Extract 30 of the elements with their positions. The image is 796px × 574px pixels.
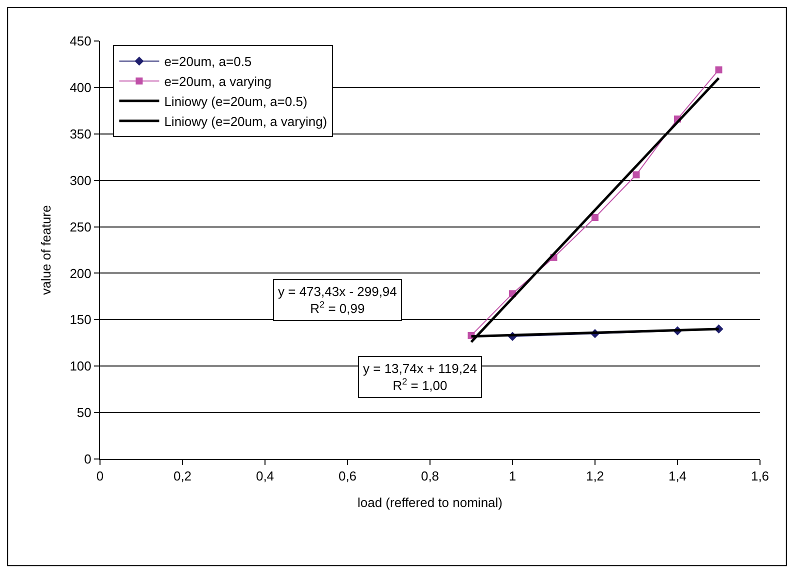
- x-tick-label: 0,4: [256, 468, 274, 484]
- x-tick-label: 1,2: [586, 468, 604, 484]
- legend-label: e=20um, a varying: [164, 74, 272, 90]
- y-tick-label: 400: [70, 80, 92, 95]
- legend-label: Liniowy (e=20um, a=0.5): [164, 94, 308, 109]
- y-tick-label: 150: [70, 312, 92, 328]
- annotation: y = 13,74x + 119,24 R$^{2}$ = 1,00: [363, 361, 477, 393]
- y-tick-label: 200: [70, 266, 92, 281]
- y-tick-label: 250: [70, 219, 92, 234]
- y-tick-label: 0: [84, 452, 92, 467]
- x-tick-label: 1: [508, 468, 516, 484]
- point: [592, 214, 598, 221]
- y-tick-label: 100: [70, 358, 92, 374]
- y-tick-label: 350: [70, 126, 92, 142]
- x-tick-label: 0,8: [420, 468, 440, 484]
- y-tick-label: 50: [76, 405, 92, 420]
- x-tick-label: 1,6: [750, 468, 770, 484]
- x-tick-label: 0: [96, 468, 104, 484]
- legend-label: Liniowy (e=20um, a varying): [164, 114, 328, 129]
- x-axis-title: load (reffered to nominal): [357, 495, 503, 510]
- x-tick-label: 0,6: [338, 468, 357, 484]
- y-tick-label: 450: [70, 34, 92, 49]
- x-tick-label: 1,4: [668, 468, 687, 484]
- y-tick-label: 300: [70, 172, 92, 188]
- annotation: y = 473,43x - 299,94 R$^{2}$ = 0,99: [278, 284, 397, 316]
- y-axis-title: value of feature: [38, 205, 54, 295]
- point: [715, 66, 722, 74]
- point: [632, 171, 640, 178]
- legend-label: e=20um, a=0.5: [164, 54, 252, 70]
- x-tick-label: 0,2: [173, 468, 192, 484]
